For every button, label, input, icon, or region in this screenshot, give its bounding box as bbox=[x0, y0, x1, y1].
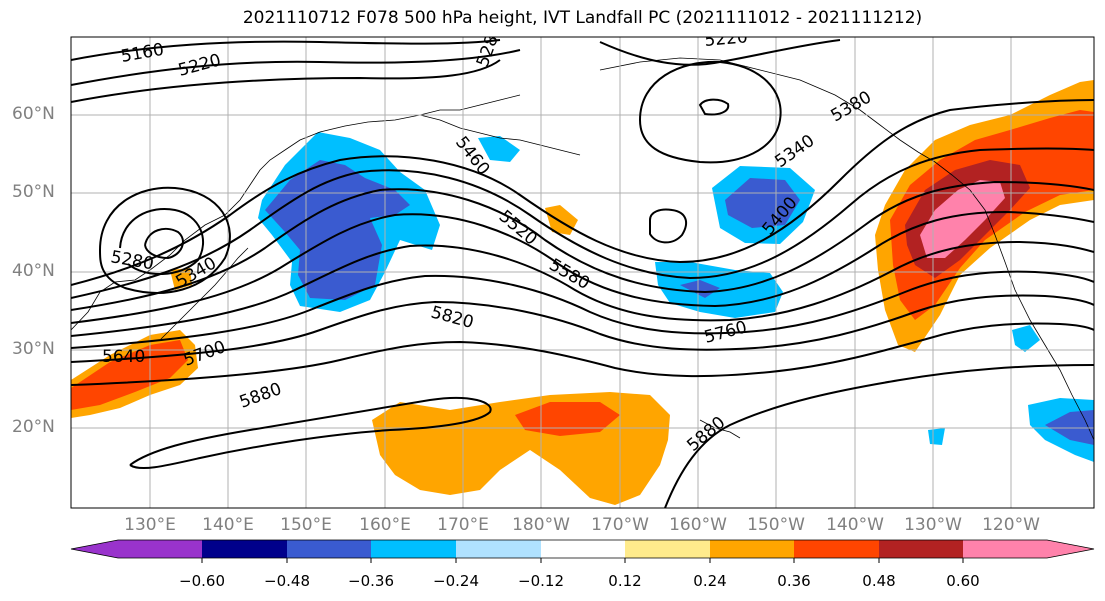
lon-label-130w: 130°W bbox=[904, 515, 962, 535]
colorbar-segment bbox=[625, 540, 710, 558]
contour-5460 bbox=[71, 180, 1094, 311]
lon-label-140w: 140°W bbox=[826, 515, 884, 535]
lon-label-170e: 170°E bbox=[437, 515, 489, 535]
colorbar-tick-label: 0.60 bbox=[946, 572, 980, 590]
colorbar-segment bbox=[963, 540, 1047, 558]
colorbar-tick-label: 0.12 bbox=[608, 572, 642, 590]
contour-5580 bbox=[71, 240, 1094, 337]
colorbar-tick-label: −0.12 bbox=[518, 572, 564, 590]
contour-5160 bbox=[71, 39, 501, 61]
contour-5880-east bbox=[664, 364, 1094, 508]
contour-5880-subtropic bbox=[129, 396, 492, 470]
lon-label-120w: 120°W bbox=[982, 515, 1040, 535]
colorbar-extend-right bbox=[1047, 540, 1094, 558]
contour-pole-inner bbox=[698, 98, 730, 116]
lon-label-140e: 140°E bbox=[202, 515, 254, 535]
coast-japan bbox=[159, 247, 249, 341]
lat-label-30n: 30°N bbox=[12, 339, 55, 359]
contour-pole-ring bbox=[639, 60, 782, 164]
colorbar bbox=[70, 539, 1095, 563]
contour-5820 bbox=[71, 322, 1094, 386]
lat-label-50n: 50°N bbox=[12, 182, 55, 202]
map-frame bbox=[70, 36, 1095, 509]
contour-5340-main bbox=[71, 99, 1094, 286]
contour-5220-north-east bbox=[599, 39, 841, 66]
colorbar-segment bbox=[541, 540, 625, 558]
contour-loop-central bbox=[649, 208, 688, 244]
lon-label-130e: 130°E bbox=[124, 515, 176, 535]
colorbar-extend-left bbox=[71, 540, 118, 558]
colorbar-segment bbox=[710, 540, 794, 558]
coast-east-asia bbox=[71, 94, 521, 331]
lat-label-20n: 20°N bbox=[12, 417, 55, 437]
colorbar-segment bbox=[794, 540, 879, 558]
colorbar-tick-label: −0.24 bbox=[433, 572, 479, 590]
colorbar-segment bbox=[879, 540, 963, 558]
colorbar-tick-label: 0.24 bbox=[693, 572, 727, 590]
lat-label-40n: 40°N bbox=[12, 261, 55, 281]
contour-5400 bbox=[71, 147, 1094, 299]
contour-label: 5640 bbox=[102, 347, 145, 367]
contour-5640 bbox=[71, 270, 1094, 349]
lon-label-170w: 170°W bbox=[591, 515, 649, 535]
lon-label-160e: 160°E bbox=[359, 515, 411, 535]
colorbar-outline bbox=[70, 539, 1095, 559]
negative-core-cpac-south bbox=[680, 280, 720, 298]
coastlines bbox=[71, 57, 1094, 441]
colorbar-tick-label: −0.36 bbox=[348, 572, 394, 590]
lon-label-150e: 150°E bbox=[280, 515, 332, 535]
contour-5520 bbox=[71, 210, 1094, 324]
negative-small-1 bbox=[928, 428, 945, 445]
negative-small-2 bbox=[1012, 325, 1040, 352]
colorbar-segment bbox=[202, 540, 287, 558]
colorbar-segment bbox=[456, 540, 541, 558]
negative-small-wpac bbox=[478, 136, 520, 162]
contour-5280-north bbox=[71, 59, 501, 103]
colorbar-tick-label: −0.60 bbox=[179, 572, 225, 590]
colorbar-segment bbox=[118, 540, 202, 558]
colorbar-segment bbox=[371, 540, 456, 558]
colorbar-tick-label: 0.48 bbox=[862, 572, 896, 590]
lon-label-180w: 180°W bbox=[512, 515, 570, 535]
lat-label-60n: 60°N bbox=[12, 104, 55, 124]
colorbar-tick-label: 0.36 bbox=[777, 572, 811, 590]
map-title: 2021110712 F078 500 hPa height, IVT Land… bbox=[242, 8, 923, 28]
coast-aleutians bbox=[419, 114, 581, 156]
colorbar-tick-label: −0.48 bbox=[264, 572, 310, 590]
colorbar-segment bbox=[287, 540, 371, 558]
coast-alaska bbox=[599, 57, 1094, 441]
negative-core-cpac-north bbox=[725, 178, 800, 228]
ivt-shading bbox=[71, 80, 1094, 505]
height-contours bbox=[71, 39, 1094, 508]
contour-5700 bbox=[71, 294, 1094, 363]
lon-label-160w: 160°W bbox=[669, 515, 727, 535]
contour-5220-west bbox=[71, 49, 521, 86]
contour-low-ring-inner bbox=[144, 227, 184, 260]
lon-label-150w: 150°W bbox=[747, 515, 805, 535]
positive-extreme-west-coast bbox=[920, 180, 1005, 258]
contour-label: 5220 bbox=[704, 27, 749, 51]
